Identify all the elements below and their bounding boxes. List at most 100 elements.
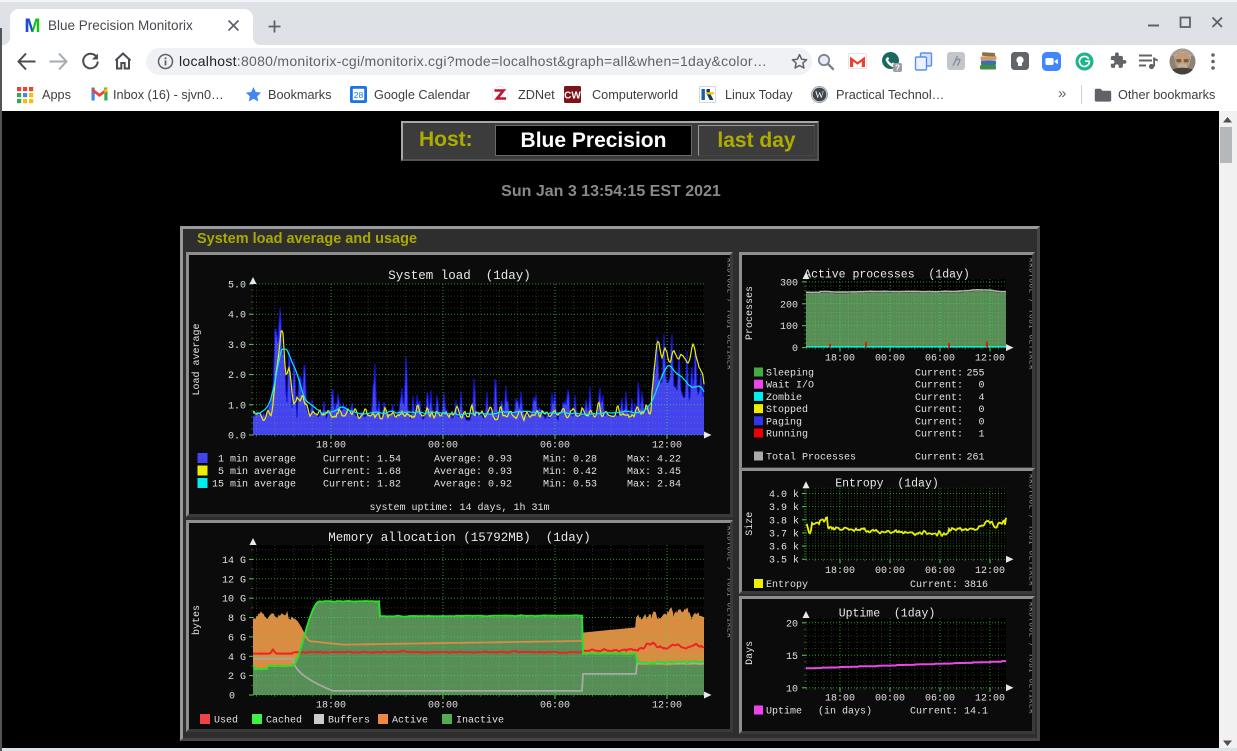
svg-text:06:00: 06:00 [540, 701, 570, 712]
svg-text:0: 0 [978, 381, 984, 392]
svg-text:Active processes (1day): Active processes (1day) [804, 269, 970, 282]
svg-text:18:00: 18:00 [825, 694, 855, 705]
svg-text:0: 0 [229, 692, 235, 703]
svg-text:15: 15 [786, 652, 798, 663]
svg-text:00:00: 00:00 [875, 354, 905, 365]
svg-text:12:00: 12:00 [975, 354, 1005, 365]
svg-text:5.0: 5.0 [228, 281, 246, 292]
svg-text:2.0: 2.0 [228, 371, 246, 382]
svg-text:3.8 k: 3.8 k [769, 515, 799, 527]
svg-text:Average: 0.92: Average: 0.92 [434, 480, 512, 491]
svg-text:Used: Used [214, 715, 238, 727]
svg-text:Size: Size [744, 512, 756, 536]
svg-text:Current:: Current: [915, 405, 963, 416]
svg-text:12:00: 12:00 [652, 441, 682, 452]
svg-text:200: 200 [780, 300, 798, 311]
svg-text:bytes: bytes [191, 605, 203, 635]
svg-text:18:00: 18:00 [825, 566, 855, 577]
svg-text:Entropy (1day): Entropy (1day) [835, 478, 939, 491]
svg-text:Running: Running [766, 429, 808, 441]
svg-text:CW: CW [564, 91, 581, 102]
svg-text:3.0: 3.0 [228, 341, 246, 352]
svg-text:Stopped: Stopped [766, 404, 808, 416]
svg-text:(in days): (in days) [818, 706, 872, 718]
svg-text:Load average: Load average [191, 323, 203, 395]
svg-text:5 min average: 5 min average [212, 466, 296, 478]
svg-text:Min: 0.42: Min: 0.42 [543, 466, 597, 478]
svg-text:Entropy: Entropy [766, 580, 808, 591]
svg-text:12:00: 12:00 [975, 566, 1005, 577]
svg-text:00:00: 00:00 [428, 701, 458, 712]
svg-text:1: 1 [978, 430, 984, 441]
svg-text:18:00: 18:00 [316, 701, 346, 712]
svg-text:0: 0 [978, 417, 984, 428]
svg-text:M: M [25, 16, 41, 33]
svg-text:261: 261 [966, 453, 984, 464]
svg-text:RRDTOOL / TOBI OETIKER: RRDTOOL / TOBI OETIKER [1027, 474, 1033, 586]
svg-text:Paging: Paging [766, 416, 802, 428]
svg-text:system uptime: 14 days, 1h 31m: system uptime: 14 days, 1h 31m [369, 502, 549, 514]
svg-text:Max: 2.84: Max: 2.84 [627, 480, 681, 491]
svg-text:18:00: 18:00 [316, 441, 346, 452]
svg-text:Uptime (1day): Uptime (1day) [839, 608, 936, 621]
svg-text:Memory allocation (15792MB) (: Memory allocation (15792MB) (1day) [328, 531, 591, 545]
svg-text:2 G: 2 G [228, 672, 246, 683]
svg-text:RRDTOOL / TOBI OETIKER: RRDTOOL / TOBI OETIKER [1027, 602, 1033, 714]
svg-text:4: 4 [978, 393, 984, 404]
svg-text:06:00: 06:00 [925, 566, 955, 577]
svg-text:M: M [25, 16, 41, 33]
svg-text:00:00: 00:00 [875, 694, 905, 705]
svg-text:Current: 1.68: Current: 1.68 [323, 467, 401, 478]
svg-text:18:00: 18:00 [825, 354, 855, 365]
svg-text:Min: 0.53: Min: 0.53 [543, 479, 597, 491]
svg-text:Max: 4.22: Max: 4.22 [627, 455, 681, 466]
svg-text:3.9 k: 3.9 k [769, 502, 799, 514]
svg-text:06:00: 06:00 [540, 441, 570, 452]
svg-text:10 G: 10 G [222, 595, 246, 606]
svg-text:12:00: 12:00 [652, 701, 682, 712]
svg-text:Current:: Current: [915, 430, 963, 441]
svg-text:28: 28 [354, 90, 364, 100]
svg-text:4.0 k: 4.0 k [769, 489, 799, 501]
svg-text:Current:: Current: [915, 381, 963, 392]
svg-text:0.0: 0.0 [228, 432, 246, 443]
svg-text:RRDTOOL / TOBI OETIKER: RRDTOOL / TOBI OETIKER [1027, 258, 1033, 370]
svg-text:255: 255 [966, 369, 984, 380]
svg-text:?: ? [895, 63, 900, 72]
svg-text:RRDTOOL / TOBI OETIKER: RRDTOOL / TOBI OETIKER [725, 526, 731, 638]
svg-text:System load (1day): System load (1day) [388, 269, 531, 283]
svg-text:Inactive: Inactive [456, 715, 504, 727]
svg-text:Current: 1.54: Current: 1.54 [323, 455, 401, 466]
svg-text:Buffers: Buffers [328, 715, 370, 727]
svg-text:00:00: 00:00 [875, 566, 905, 577]
svg-text:0: 0 [978, 405, 984, 416]
svg-text:Current:: Current: [915, 369, 963, 380]
svg-text:8 G: 8 G [228, 614, 246, 625]
svg-text:Current:: Current: [915, 453, 963, 464]
svg-text:300: 300 [780, 278, 798, 289]
svg-text:RRDTOOL / TOBI OETIKER: RRDTOOL / TOBI OETIKER [725, 258, 731, 370]
svg-text:20: 20 [786, 619, 798, 630]
svg-text:4 G: 4 G [228, 653, 246, 664]
svg-text:Current: 3816: Current: 3816 [910, 580, 988, 591]
svg-text:3.6 k: 3.6 k [769, 542, 799, 554]
svg-text:Current:: Current: [915, 393, 963, 404]
svg-text:Active: Active [392, 715, 428, 727]
svg-text:4.0: 4.0 [228, 311, 246, 322]
svg-text:06:00: 06:00 [925, 354, 955, 365]
svg-text:Sleeping: Sleeping [766, 368, 814, 380]
svg-text:Cached: Cached [266, 715, 302, 727]
svg-text:100: 100 [780, 322, 798, 333]
svg-text:3.7 k: 3.7 k [769, 528, 799, 540]
svg-text:Max: 3.45: Max: 3.45 [627, 467, 681, 478]
svg-text:Total Processes: Total Processes [766, 452, 856, 464]
svg-text:Current: 14.1: Current: 14.1 [910, 707, 988, 718]
svg-text:1.0: 1.0 [228, 401, 246, 412]
svg-text:3.5 k: 3.5 k [769, 555, 799, 567]
svg-text:Current: 1.82: Current: 1.82 [323, 480, 401, 491]
svg-text:Average: 0.93: Average: 0.93 [434, 467, 512, 478]
svg-text:10: 10 [786, 684, 798, 695]
svg-text:06:00: 06:00 [925, 694, 955, 705]
svg-text:Average: 0.93: Average: 0.93 [434, 455, 512, 466]
svg-text:00:00: 00:00 [428, 441, 458, 452]
